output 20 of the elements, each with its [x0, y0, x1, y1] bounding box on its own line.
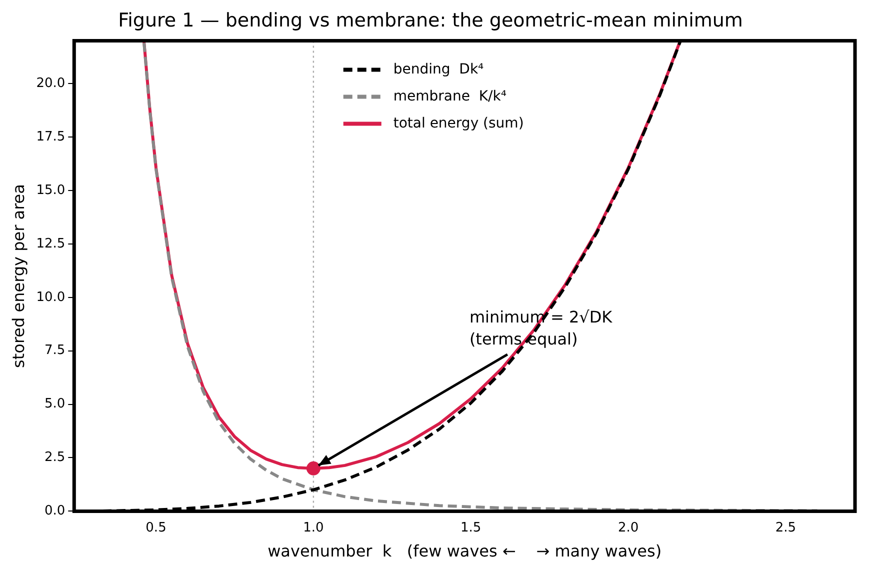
y-tick-label: 2.5	[44, 450, 66, 466]
y-axis-title: stored energy per area	[8, 184, 28, 368]
x-tick-label: 2.5	[775, 520, 796, 536]
legend-label: total energy (sum)	[393, 115, 524, 132]
y-tick-label: 17.5	[36, 129, 66, 144]
x-axis-title: wavenumber k (few waves ← → many waves)	[268, 542, 662, 561]
y-tick-label: 7.5	[44, 343, 66, 358]
legend-label: membrane K/k⁴	[393, 88, 507, 104]
y-tick-label: 12.5	[36, 236, 66, 252]
y-tick-label: 10.0	[36, 290, 66, 305]
y-tick-label: 0.0	[44, 504, 66, 519]
y-tick-label: 20.0	[36, 76, 66, 91]
x-tick-label: 0.5	[146, 520, 166, 536]
legend-label: bending Dk⁴	[393, 61, 484, 78]
x-tick-label: 2.0	[618, 520, 639, 536]
y-tick-label: 5.0	[44, 396, 66, 412]
chart-title: Figure 1 — bending vs membrane: the geometric-mean minimum	[118, 9, 743, 32]
y-tick-label: 15.0	[36, 182, 66, 198]
x-tick-label: 1.5	[460, 520, 482, 536]
x-tick-label: 1.0	[303, 520, 324, 536]
